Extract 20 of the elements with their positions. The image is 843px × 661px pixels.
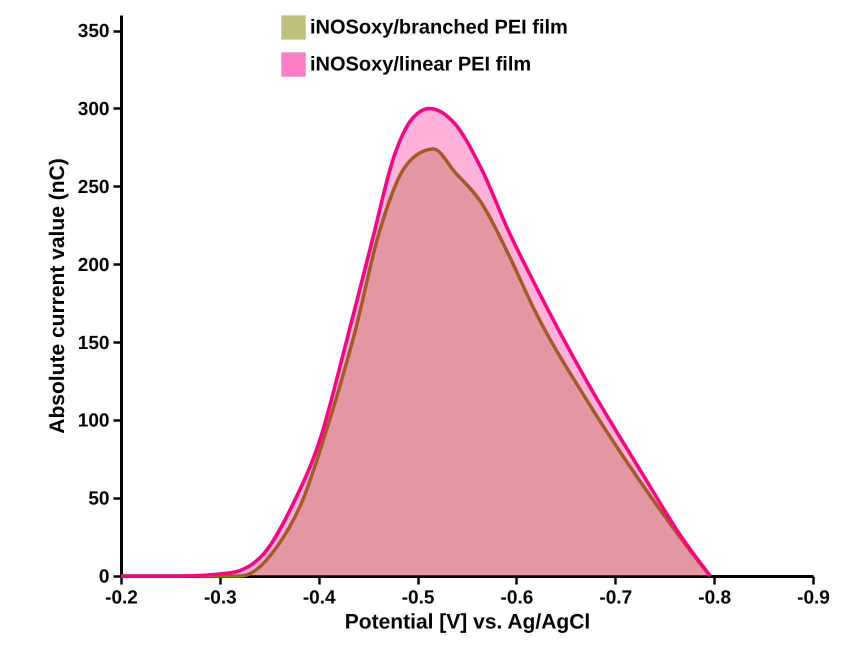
x-tick-label: -0.5 xyxy=(402,588,435,608)
y-tick-label: 250 xyxy=(78,176,110,198)
x-tick-label: -0.4 xyxy=(302,588,336,608)
x-tick-label: -0.8 xyxy=(698,588,732,608)
y-tick-label: 300 xyxy=(78,99,110,120)
x-tick-label: -0.7 xyxy=(599,588,632,608)
x-tick-label: -0.6 xyxy=(500,588,534,608)
x-axis-title: Potential [V] vs. Ag/AgCl xyxy=(344,610,590,634)
legend-label: iNOSoxy/linear PEI film xyxy=(310,54,532,76)
y-tick-label: 150 xyxy=(78,332,110,354)
y-axis-title: Absolute current value (nC) xyxy=(46,158,69,434)
x-tick-label: -0.3 xyxy=(204,588,237,608)
x-tick-label: -0.2 xyxy=(105,588,138,608)
legend-label: iNOSoxy/branched PEI film xyxy=(310,16,568,38)
y-tick-label: 350 xyxy=(78,21,110,42)
y-tick-label: 200 xyxy=(78,254,110,276)
y-tick-label: 0 xyxy=(98,566,110,588)
x-tick-label: -0.9 xyxy=(797,588,830,608)
y-tick-label: 100 xyxy=(78,410,110,432)
y-tick-label: 50 xyxy=(88,488,110,510)
